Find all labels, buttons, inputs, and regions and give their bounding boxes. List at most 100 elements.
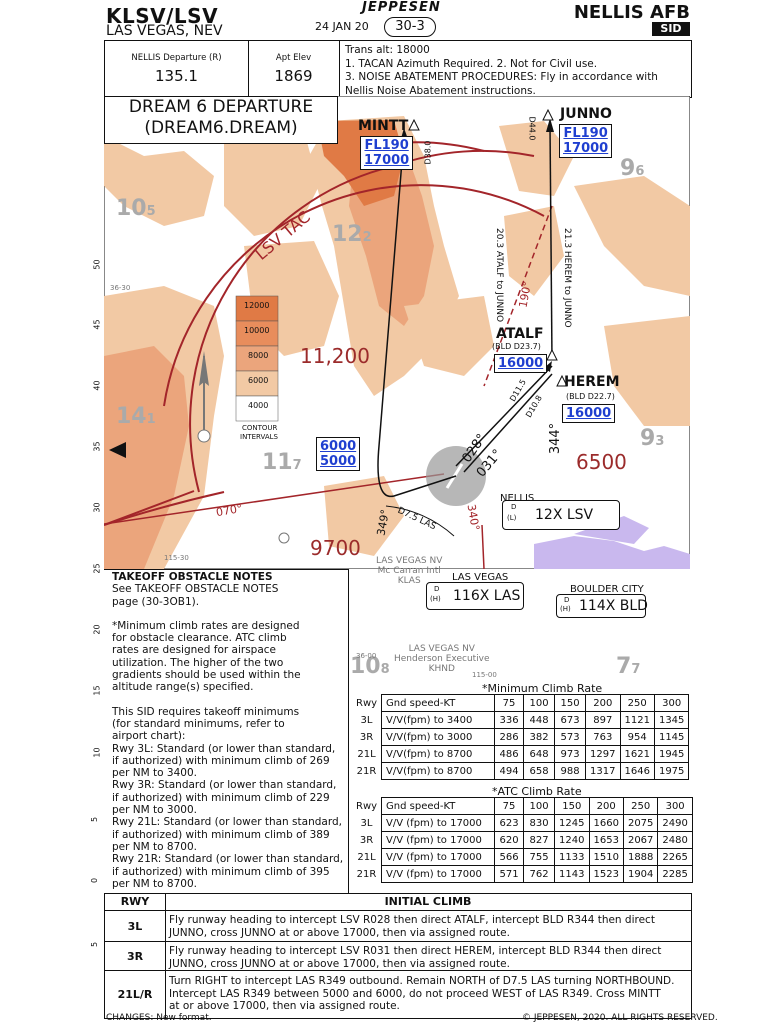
nellis-nav-box: D (L) 12X LSV: [502, 500, 620, 530]
atalf-altitude: 16000: [494, 354, 548, 373]
atalf-sub: (BLD D23.7): [492, 342, 541, 351]
atc-climb-table: Rwy Gnd speed-KT 75 100 150 200 250 300 3L V/V …: [352, 797, 693, 883]
departure-map: [104, 96, 690, 569]
lat-tick: 5: [90, 816, 100, 823]
lat-tick: 5: [90, 941, 100, 948]
airport-city: LAS VEGAS, NEV: [106, 23, 223, 39]
contour-caption-2: INTERVALS: [240, 433, 278, 441]
mintt-fix: [408, 118, 420, 131]
course-344: 344°: [548, 422, 564, 455]
contour-6000: 6000: [248, 376, 269, 385]
lat-tick: 50: [92, 259, 102, 270]
leg-atalf-junno: 20.3 ATALF to JUNNO: [494, 228, 504, 323]
table-row: 3R V/V (fpm) to 17000 620 827 1240 1653 2067 24…: [352, 831, 693, 849]
mintt-altitudes: FL190 17000: [360, 136, 414, 170]
lat-tick: 20: [92, 624, 102, 635]
mora-11200: 11,200: [300, 344, 370, 368]
mora-9700: 9700: [310, 536, 361, 560]
lat-tick: 30: [92, 502, 102, 513]
table-row: 21L V/V(fpm) to 8700 486 648 973 1297 1621 1945: [352, 745, 690, 763]
lat-tick: 40: [92, 380, 102, 391]
atalf-fix: [546, 348, 558, 361]
boulder-vor-name: BOULDER CITY: [570, 584, 644, 595]
grid-mora-77: 77: [616, 654, 641, 679]
route-21lr: [377, 135, 457, 498]
dme-108: D10.8: [524, 393, 544, 420]
las-vegas-vor-box: D (H) 116X LAS: [426, 582, 524, 610]
contour-4000: 4000: [248, 401, 269, 410]
table-row: 3R V/V(fpm) to 3000 286 382 573 763 954 1145: [352, 728, 690, 746]
las-vegas-vor-name: LAS VEGAS: [452, 572, 509, 583]
departure-frequency: NELLIS Departure (R) 135.1: [105, 41, 249, 97]
mora-6500: 6500: [576, 450, 627, 474]
continuation-arrow: [109, 442, 126, 458]
airport-elevation: Apt Elev 1869: [248, 41, 340, 97]
henderson-label: LAS VEGAS NV Henderson Executive KHND: [394, 644, 490, 674]
course-190: 190°: [516, 280, 534, 309]
grid-mora-108: 108: [350, 654, 390, 679]
leg-herem-junno: 21.3 HEREM to JUNNO: [562, 228, 572, 328]
chart-notes: Trans alt: 18000 1. TACAN Azimuth Requir…: [345, 44, 658, 97]
table-row: 3L V/V (fpm) to 17000 623 830 1245 1660 2075 24…: [352, 814, 693, 832]
route-3l: [455, 365, 553, 467]
initial-climb-table: RWY INITIAL CLIMB 3L Fly runway heading …: [104, 893, 692, 1019]
contour-legend: [235, 295, 279, 422]
herem-sub: (BLD D22.7): [566, 392, 615, 401]
airport-id: KLSV/LSV: [106, 4, 219, 28]
course-070: 070°: [215, 501, 244, 520]
grid-mora-93: 93: [640, 426, 665, 451]
procedure-title: DREAM 6 DEPARTURE (DREAM6.DREAM): [104, 96, 338, 144]
chart-type-badge: SID: [652, 22, 690, 36]
course-340: 340°: [464, 503, 482, 532]
mccarran-airport-symbol: [278, 532, 290, 544]
mccarran-label: LAS VEGAS NV Mc Carran Intl KLAS: [376, 556, 443, 586]
min-climb-title: *Minimum Climb Rate: [482, 682, 603, 695]
course-349: 349°: [374, 508, 392, 537]
mintt-dme: D38.0: [423, 140, 433, 165]
chart-date: 24 JAN 20: [315, 20, 369, 33]
dme-75-las: D7.5 LAS: [395, 505, 438, 533]
atalf-label: ATALF: [496, 326, 544, 342]
lon-label-1: 115-30: [164, 554, 189, 562]
min-climb-table: Rwy Gnd speed-KT 75 100 150 200 250 300 3L V/V(…: [352, 694, 690, 780]
nellis-nav-name: NELLIS: [500, 493, 535, 504]
table-row: 21R V/V (fpm) to 17000 571 762 1143 1523 1904 2…: [352, 865, 693, 883]
initial-climb-row: 3L Fly runway heading to intercept LSV R…: [105, 910, 691, 942]
grid-mora-105: 105: [116, 196, 156, 221]
table-row: 21R V/V(fpm) to 8700 494 658 988 1317 1646 1975: [352, 762, 690, 780]
lat-tick: 25: [92, 563, 102, 574]
grid-mora-141: 141: [116, 404, 156, 429]
rwy-header: RWY: [105, 894, 166, 910]
lat-tick: 15: [92, 685, 102, 696]
changes-note: CHANGES: New format.: [106, 1013, 212, 1023]
table-row: 21L V/V (fpm) to 17000 566 755 1133 1510 1888 2…: [352, 848, 693, 866]
compass-rose: [197, 351, 211, 443]
lat-tick: 0: [90, 877, 100, 884]
table-row: 3L V/V(fpm) to 3400 336 448 673 897 1121 1345: [352, 711, 690, 729]
atc-climb-title: *ATC Climb Rate: [492, 785, 582, 798]
dme-115: D11.5: [508, 377, 528, 404]
lat-label-2: 36-00: [356, 652, 377, 660]
initial-climb-row: 3R Fly runway heading to intercept LSV R…: [105, 941, 691, 971]
altitude-window: 6000 5000: [316, 437, 361, 471]
junno-fix: [542, 108, 554, 121]
boulder-vor-box: D (H) 114X BLD: [556, 594, 648, 618]
frequency-box: NELLIS Departure (R) 135.1 Apt Elev 1869…: [104, 40, 692, 98]
mintt-label: MINTT: [358, 118, 409, 134]
copyright: © JEPPESEN, 2020. ALL RIGHTS RESERVED.: [522, 1013, 718, 1023]
herem-altitude: 16000: [562, 404, 616, 423]
takeoff-obstacle-notes: TAKEOFF OBSTACLE NOTES See TAKEOFF OBSTA…: [104, 569, 349, 894]
grid-mora-96: 96: [620, 156, 645, 181]
facility-name: NELLIS AFB: [573, 2, 690, 23]
junno-label: JUNNO: [560, 106, 612, 122]
route-junno: [549, 125, 553, 361]
lake-mead: [534, 536, 690, 569]
grid-mora-122: 122: [332, 222, 372, 247]
contour-10000: 10000: [244, 326, 270, 335]
chart-page-number: 30-3: [384, 17, 436, 37]
lat-label-1: 36-30: [110, 284, 131, 292]
contour-12000: 12000: [244, 301, 270, 310]
table-header-row: Rwy Gnd speed-KT 75 100 150 200 250 300: [352, 694, 690, 712]
initial-climb-title: INITIAL CLIMB: [384, 895, 472, 908]
junno-altitudes: FL190 17000: [559, 124, 613, 158]
